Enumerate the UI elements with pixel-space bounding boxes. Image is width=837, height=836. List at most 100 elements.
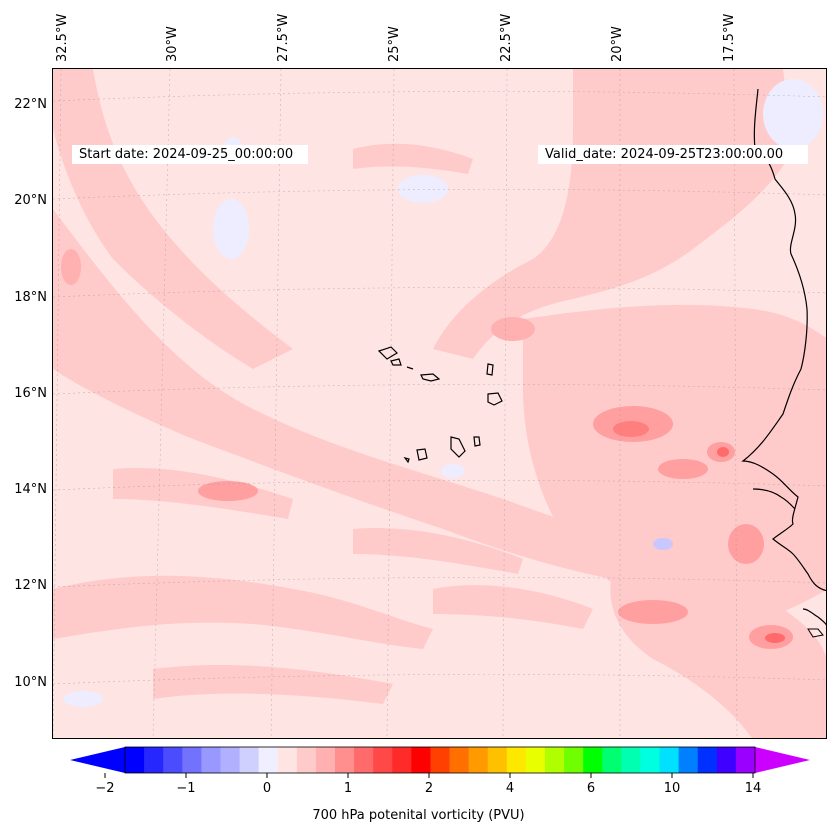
colorbar-cell <box>239 747 260 773</box>
lat-label-14n: 14°N <box>14 482 47 497</box>
cb-tick-1: 1 <box>343 781 353 796</box>
lon-label-27-5w: 27.5°W <box>276 13 291 62</box>
map-panel[interactable]: Start date: 2024-09-25_00:00:00 Valid_da… <box>52 68 827 739</box>
colorbar-cell <box>583 747 603 773</box>
pv-core-9 <box>61 249 81 285</box>
colorbar-cell <box>602 747 622 773</box>
lon-label-32-5w: 32.5°W <box>55 13 70 62</box>
valid-date-text: Valid_date: 2024-09-25T23:00:00.00 <box>545 147 784 162</box>
island-brava <box>403 457 410 464</box>
cb-tick-neg1: −1 <box>176 781 196 796</box>
colorbar-cell <box>182 747 202 773</box>
colorbar-cell <box>125 747 145 773</box>
island-sao-vicente <box>390 358 402 366</box>
colorbar-cell <box>315 747 336 773</box>
lon-label-20w: 20°W <box>610 26 625 62</box>
island-fogo <box>416 448 428 461</box>
colorbar-cell <box>735 747 756 773</box>
lon-label-22-5w: 22.5°W <box>499 13 514 62</box>
negative-pv-patch-5 <box>653 538 673 550</box>
negative-pv-patch-7 <box>441 464 465 478</box>
coast-islands-south <box>807 628 824 638</box>
colorbar-outline <box>124 746 756 774</box>
lat-label-10n: 10°N <box>14 675 47 690</box>
colorbar-ticks <box>104 773 754 778</box>
cb-tick-6: 6 <box>586 781 596 796</box>
lon-label-17-5w: 17.5°W <box>722 13 737 62</box>
valid-date-box: Valid_date: 2024-09-25T23:00:00.00 <box>538 145 808 164</box>
colorbar-cell <box>430 747 451 773</box>
colorbar-cell <box>411 747 431 773</box>
start-date-box: Start date: 2024-09-25_00:00:00 <box>72 145 308 164</box>
colorbar-cell <box>487 747 508 773</box>
lon-label-25w: 25°W <box>387 26 402 62</box>
island-santo-antao <box>377 346 398 360</box>
colorbar-cell <box>335 747 355 773</box>
pv-core-3 <box>658 459 708 479</box>
colorbar-cell <box>296 747 317 773</box>
coast-gambia-inlet <box>752 488 796 510</box>
colorbar-cell <box>564 747 584 773</box>
negative-pv-patch-6 <box>63 691 103 707</box>
graticule <box>53 69 826 738</box>
colorbar-cell <box>163 747 183 773</box>
start-date-text: Start date: 2024-09-25_00:00:00 <box>79 147 294 162</box>
colorbar-cell <box>277 747 298 773</box>
island-maio <box>473 436 481 447</box>
colorbar-cell <box>640 747 661 773</box>
island-sal <box>486 363 494 376</box>
lat-label-12n: 12°N <box>14 578 47 593</box>
colorbar-cell <box>506 747 527 773</box>
colorbar-cell <box>373 747 393 773</box>
pv-streak-mid-2 <box>353 528 523 574</box>
colorbar-cell <box>621 747 641 773</box>
pv-core-7 <box>198 481 258 501</box>
cb-tick-0: 0 <box>262 781 272 796</box>
pv-streak-north-1 <box>353 143 473 174</box>
colorbar-cell <box>220 747 241 773</box>
island-santa-luzia <box>406 366 414 370</box>
pv-band-west-2 <box>53 69 293 369</box>
colorbar-extend-high <box>755 747 810 773</box>
colorbar-cell <box>144 747 164 773</box>
negative-pv-patch-1 <box>213 199 249 259</box>
colorbar-cell <box>697 747 718 773</box>
cb-tick-2: 2 <box>424 781 434 796</box>
colorbar-cell <box>525 747 546 773</box>
cb-tick-14: 14 <box>744 781 762 796</box>
colorbar-label: 700 hPa potenital vorticity (PVU) <box>312 808 525 823</box>
pv-field-map <box>53 69 826 738</box>
cape-verde-islands <box>377 346 503 464</box>
pv-streak-south-1 <box>53 575 433 649</box>
colorbar <box>70 746 810 778</box>
pv-core-8 <box>491 317 535 341</box>
island-boa-vista <box>487 392 503 406</box>
lon-label-30w: 30°W <box>165 26 180 62</box>
lat-label-20n: 20°N <box>14 193 47 208</box>
island-sao-nicolau <box>420 373 441 382</box>
colorbar-cell <box>678 747 699 773</box>
pv-streak-south-2 <box>153 664 393 704</box>
colorbar-extend-low <box>70 747 125 773</box>
colorbar-cell <box>545 747 565 773</box>
colorbar-cell <box>258 747 279 773</box>
colorbar-cell <box>392 747 412 773</box>
pv-streak-south-3 <box>433 585 593 629</box>
negative-pv-patch-4 <box>763 79 823 149</box>
colorbar-cell <box>354 747 374 773</box>
pv-core-5 <box>618 600 688 624</box>
cb-tick-neg2: −2 <box>95 781 115 796</box>
pv-core-4 <box>728 524 764 564</box>
colorbar-cell <box>716 747 737 773</box>
pv-core-2-inner <box>717 447 729 457</box>
colorbar-cell <box>201 747 221 773</box>
colorbar-cell <box>468 747 489 773</box>
negative-pv-patch-3 <box>398 175 448 203</box>
colorbar-cell <box>659 747 680 773</box>
pv-core-6-inner <box>765 633 785 643</box>
lat-label-22n: 22°N <box>14 97 47 112</box>
island-santiago <box>450 436 466 458</box>
pv-core-1-inner <box>613 421 649 437</box>
cb-tick-4: 4 <box>505 781 515 796</box>
coast-bissagos <box>802 608 826 626</box>
